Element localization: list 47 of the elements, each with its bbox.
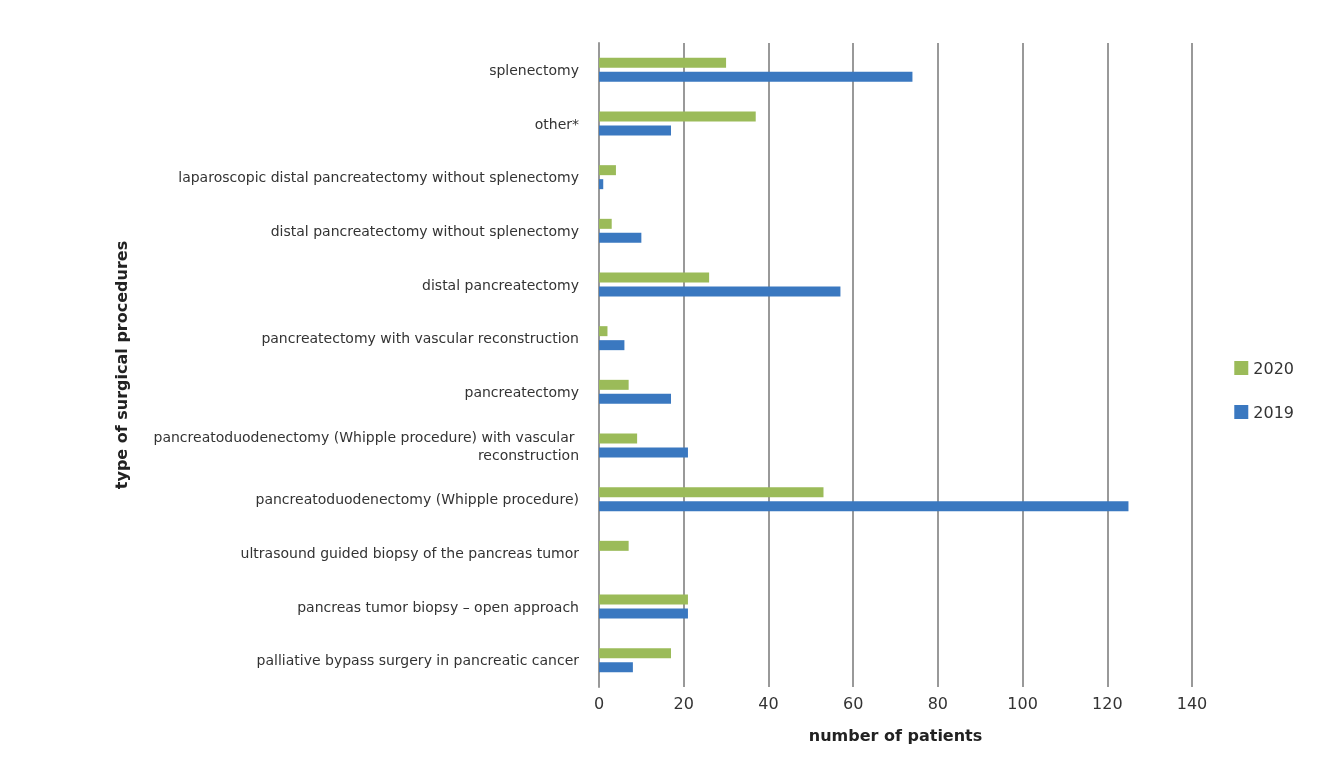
bar bbox=[599, 447, 688, 458]
y-tick-label: distal pancreatectomy bbox=[422, 276, 579, 293]
x-tick-label: 80 bbox=[927, 693, 949, 713]
y-tick-label: distal pancreatectomy without splenectomy bbox=[270, 222, 579, 239]
y-tick-label: pancreatoduodenectomy (Whipple procedure) bbox=[255, 491, 579, 508]
bar bbox=[599, 272, 710, 283]
y-tick-label: splenectomy bbox=[489, 61, 579, 78]
bar bbox=[599, 662, 633, 673]
bar bbox=[599, 487, 824, 498]
x-tick-label: 140 bbox=[1176, 693, 1208, 713]
bar bbox=[599, 648, 672, 659]
legend-label: 2020 bbox=[1253, 358, 1294, 378]
bar bbox=[599, 125, 672, 136]
x-tick-label: 100 bbox=[1007, 693, 1038, 713]
x-tick-label: 0 bbox=[593, 693, 605, 713]
bar bbox=[599, 540, 629, 551]
legend-label: 2019 bbox=[1253, 402, 1294, 422]
y-tick-label: pancreatectomy bbox=[464, 383, 579, 400]
bar bbox=[599, 340, 625, 351]
y-axis-title: type of surgical procedures bbox=[111, 240, 131, 490]
y-tick-label: pancreatoduodenectomy (Whipple procedure) with vascular reconstruction bbox=[153, 428, 579, 463]
x-tick-label: 20 bbox=[673, 693, 694, 713]
bar bbox=[599, 393, 672, 404]
x-tick-label: 60 bbox=[842, 693, 864, 713]
y-tick-label: pancreas tumor biopsy – open approach bbox=[297, 598, 579, 615]
bar bbox=[599, 501, 1129, 512]
bar bbox=[599, 608, 688, 619]
bar bbox=[599, 165, 616, 176]
y-tick-label: other* bbox=[534, 115, 579, 132]
x-axis-title: number of patients bbox=[808, 725, 983, 745]
bar bbox=[599, 57, 727, 68]
bar bbox=[599, 218, 612, 229]
bar bbox=[599, 286, 841, 297]
x-tick-label: 120 bbox=[1092, 693, 1123, 713]
y-tick-label: ultrasound guided biopsy of the pancreas tumor bbox=[240, 544, 580, 561]
bar bbox=[599, 232, 642, 243]
bar bbox=[599, 326, 608, 337]
bar bbox=[599, 379, 629, 390]
y-tick-label: laparoscopic distal pancreatectomy without splenectomy bbox=[178, 169, 579, 186]
bar bbox=[599, 594, 688, 605]
y-tick-label: pancreatectomy with vascular reconstruction bbox=[261, 330, 579, 347]
x-tick-label: 40 bbox=[758, 693, 779, 713]
bar bbox=[599, 433, 638, 444]
y-tick-label: palliative bypass surgery in pancreatic cancer bbox=[256, 652, 580, 669]
bar bbox=[599, 71, 913, 82]
bar bbox=[599, 179, 604, 190]
bar bbox=[599, 111, 756, 122]
